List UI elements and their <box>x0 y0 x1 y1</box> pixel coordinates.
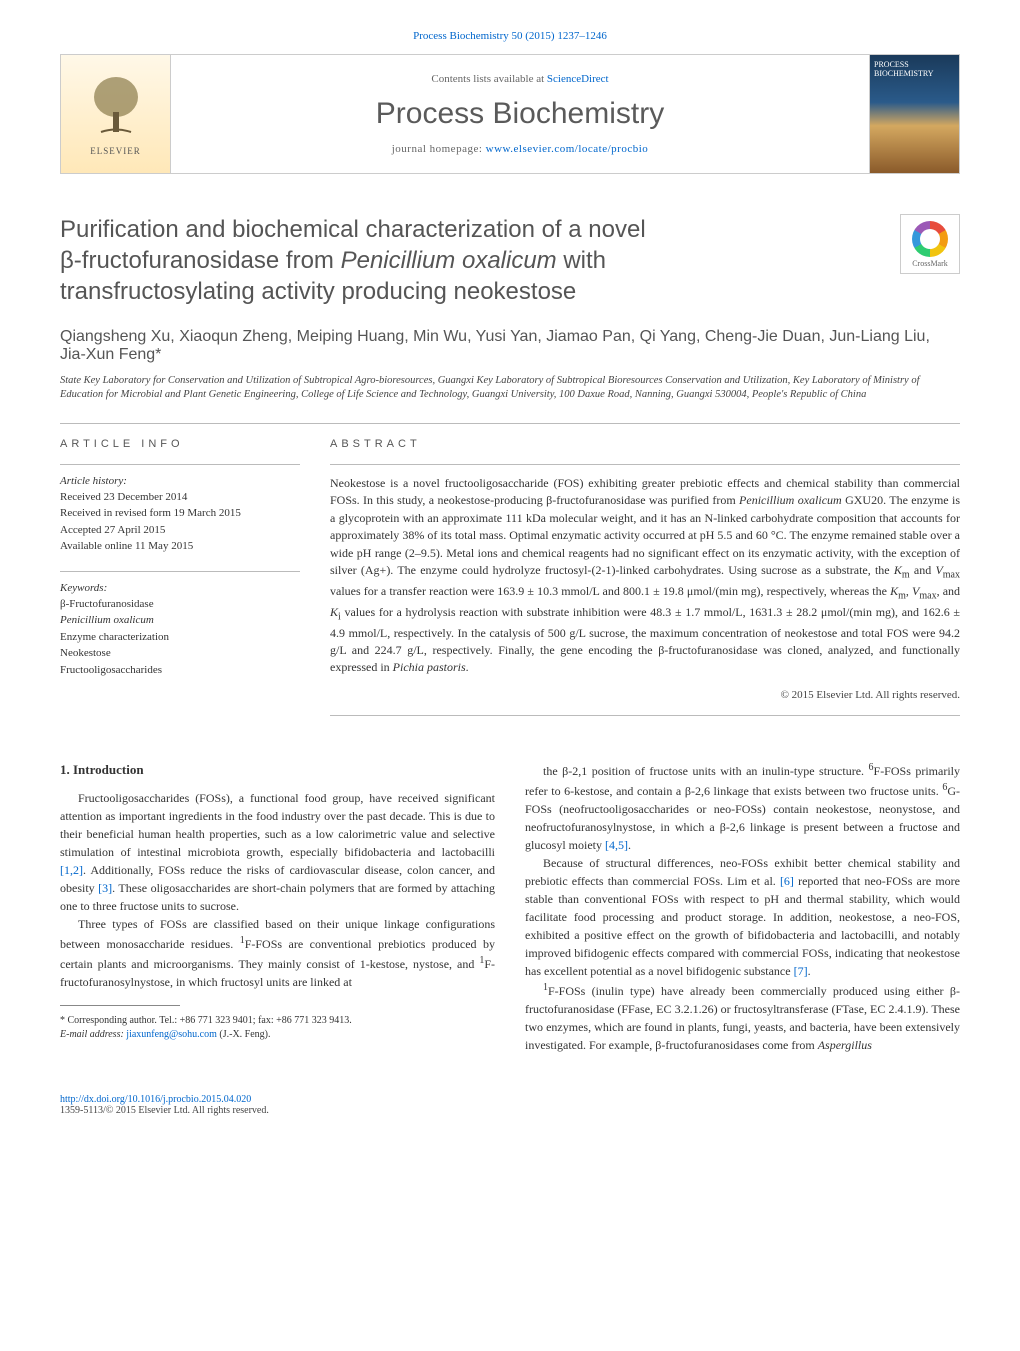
footnote-container: * Corresponding author. Tel.: +86 771 32… <box>60 1005 495 1042</box>
title-line2-suffix: with <box>557 247 606 274</box>
contents-prefix: Contents lists available at <box>431 73 546 85</box>
intro-p1: Fructooligosaccharides (FOSs), a functio… <box>60 789 495 915</box>
article-info-heading: ARTICLE INFO <box>60 438 300 450</box>
cover-title: PROCESS BIOCHEMISTRY <box>874 61 955 79</box>
history-text: Received 23 December 2014 Received in re… <box>60 489 300 555</box>
footnote-corresponding: * Corresponding author. Tel.: +86 771 32… <box>60 1014 495 1042</box>
affiliation: State Key Laboratory for Conservation an… <box>60 374 960 403</box>
title-line3: transfructosylating activity producing n… <box>60 278 576 305</box>
header-citation: Process Biochemistry 50 (2015) 1237–1246 <box>60 30 960 42</box>
body-columns: 1. Introduction Fructooligosaccharides (… <box>60 760 960 1054</box>
divider <box>60 423 960 424</box>
intro-p5: 1F-FOSs (inulin type) have already been … <box>525 980 960 1054</box>
abstract-copyright: © 2015 Elsevier Ltd. All rights reserved… <box>330 689 960 701</box>
keywords-text: β-Fructofuranosidase Penicillium oxalicu… <box>60 596 300 679</box>
footnote-corr-text: * Corresponding author. Tel.: +86 771 32… <box>60 1015 352 1026</box>
intro-p4-text: Because of structural differences, neo-F… <box>525 856 960 978</box>
homepage-prefix: journal homepage: <box>392 143 486 155</box>
elsevier-logo: ELSEVIER <box>61 55 171 173</box>
elsevier-label: ELSEVIER <box>90 146 141 156</box>
journal-homepage-line: journal homepage: www.elsevier.com/locat… <box>181 143 859 155</box>
authors: Qiangsheng Xu, Xiaoqun Zheng, Meiping Hu… <box>60 328 960 364</box>
sciencedirect-link[interactable]: ScienceDirect <box>547 73 609 85</box>
abstract-text: Neokestose is a novel fructooligosacchar… <box>330 464 960 677</box>
article-header: Purification and biochemical characteriz… <box>60 214 960 308</box>
article-title: Purification and biochemical characteriz… <box>60 214 880 308</box>
issn-line: 1359-5113/© 2015 Elsevier Ltd. All right… <box>60 1105 269 1116</box>
article-title-block: Purification and biochemical characteriz… <box>60 214 880 308</box>
journal-title: Process Biochemistry <box>181 97 859 131</box>
abstract-bottom-divider <box>330 715 960 716</box>
footnote-email-label: E-mail address: <box>60 1029 126 1040</box>
info-abstract-row: ARTICLE INFO Article history: Received 2… <box>60 438 960 730</box>
journal-cover-thumbnail: PROCESS BIOCHEMISTRY <box>869 55 959 173</box>
intro-p5-text: 1F-FOSs (inulin type) have already been … <box>525 984 960 1052</box>
article-info-sidebar: ARTICLE INFO Article history: Received 2… <box>60 438 300 730</box>
abstract-block: ABSTRACT Neokestose is a novel fructooli… <box>330 438 960 730</box>
elsevier-tree-icon <box>86 72 146 142</box>
intro-section-title: 1. Introduction <box>60 760 495 780</box>
intro-p3-text: the β-2,1 position of fructose units wit… <box>525 764 960 852</box>
crossmark-icon <box>912 221 948 257</box>
abstract-heading: ABSTRACT <box>330 438 960 450</box>
intro-p3: the β-2,1 position of fructose units wit… <box>525 760 960 854</box>
header-center: Contents lists available at ScienceDirec… <box>171 63 869 165</box>
footnote-email-suffix: (J.-X. Feng). <box>217 1029 271 1040</box>
journal-header-box: ELSEVIER Contents lists available at Sci… <box>60 54 960 174</box>
contents-line: Contents lists available at ScienceDirec… <box>181 73 859 85</box>
intro-p1-text: Fructooligosaccharides (FOSs), a functio… <box>60 791 495 913</box>
title-species: Penicillium oxalicum <box>341 247 557 274</box>
footnote-email-link[interactable]: jiaxunfeng@sohu.com <box>126 1029 217 1040</box>
title-line2: β-fructofuranosidase from <box>60 247 341 274</box>
intro-p4: Because of structural differences, neo-F… <box>525 854 960 980</box>
article-history-block: Article history: Received 23 December 20… <box>60 464 300 555</box>
keywords-block: Keywords: β-Fructofuranosidase Penicilli… <box>60 571 300 679</box>
history-label: Article history: <box>60 475 300 487</box>
crossmark-badge[interactable]: CrossMark <box>900 214 960 274</box>
title-line1: Purification and biochemical characteriz… <box>60 216 646 243</box>
keywords-label: Keywords: <box>60 582 300 594</box>
footnote-divider <box>60 1005 180 1006</box>
intro-p2: Three types of FOSs are classified based… <box>60 915 495 991</box>
homepage-link[interactable]: www.elsevier.com/locate/procbio <box>486 143 649 155</box>
crossmark-label: CrossMark <box>912 259 948 268</box>
doi-link[interactable]: http://dx.doi.org/10.1016/j.procbio.2015… <box>60 1094 251 1105</box>
intro-p2-text: Three types of FOSs are classified based… <box>60 917 495 989</box>
page-footer: http://dx.doi.org/10.1016/j.procbio.2015… <box>60 1094 960 1116</box>
